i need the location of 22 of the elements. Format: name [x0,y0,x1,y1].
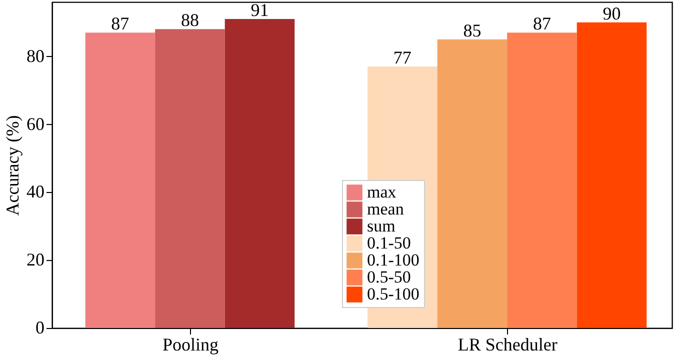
data-label: 87 [532,14,551,34]
data-label: 85 [463,20,482,40]
legend-label: 0.5-50 [367,268,411,286]
data-label: 87 [111,14,130,34]
y-tick-label: 40 [26,182,44,202]
legend-label: 0.5-100 [367,284,420,304]
legend-label: mean [367,200,404,218]
legend-label: 0.1-50 [367,234,411,252]
legend-label: 0.1-100 [367,250,420,270]
legend-label: max [367,182,397,202]
data-label: 88 [180,10,199,30]
x-tick-label: LR Scheduler [458,334,558,354]
y-tick-label: 60 [26,114,44,134]
data-label: 90 [602,3,621,24]
y-tick-label: 20 [26,250,44,270]
y-axis-title: Accuracy (%) [2,115,22,216]
data-label: 91 [250,0,269,20]
data-label: 77 [393,48,412,68]
legend-label: sum [367,216,396,236]
y-tick-label: 80 [26,46,44,66]
x-tick-label: Pooling [162,334,218,354]
y-tick-label: 0 [36,318,44,338]
